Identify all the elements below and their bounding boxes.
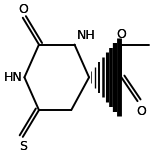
Text: HN: HN: [4, 71, 23, 84]
Text: S: S: [19, 140, 27, 153]
Text: O: O: [18, 2, 28, 16]
Text: O: O: [18, 2, 28, 16]
Text: NH: NH: [77, 29, 96, 42]
Text: O: O: [116, 28, 126, 41]
Text: O: O: [137, 105, 147, 118]
Text: NH: NH: [77, 29, 96, 42]
Text: S: S: [19, 140, 27, 153]
Text: O: O: [116, 28, 126, 41]
Text: O: O: [137, 105, 147, 118]
Text: HN: HN: [4, 71, 23, 84]
